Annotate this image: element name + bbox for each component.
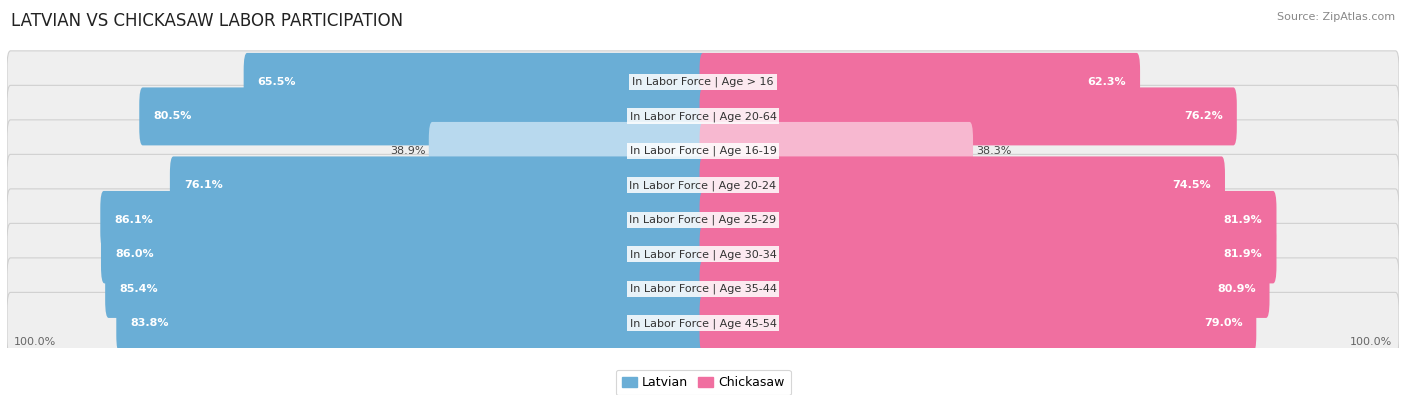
FancyBboxPatch shape xyxy=(7,154,1399,216)
Text: 38.3%: 38.3% xyxy=(977,146,1012,156)
FancyBboxPatch shape xyxy=(170,156,706,214)
Text: In Labor Force | Age 30-34: In Labor Force | Age 30-34 xyxy=(630,249,776,260)
FancyBboxPatch shape xyxy=(700,191,1277,249)
Text: In Labor Force | Age 20-24: In Labor Force | Age 20-24 xyxy=(630,180,776,191)
FancyBboxPatch shape xyxy=(700,294,1257,352)
FancyBboxPatch shape xyxy=(7,292,1399,354)
Text: 74.5%: 74.5% xyxy=(1173,181,1211,190)
FancyBboxPatch shape xyxy=(700,87,1237,145)
Text: 85.4%: 85.4% xyxy=(120,284,157,294)
Text: 83.8%: 83.8% xyxy=(131,318,169,329)
Text: 86.1%: 86.1% xyxy=(114,215,153,225)
Text: 86.0%: 86.0% xyxy=(115,249,153,260)
FancyBboxPatch shape xyxy=(117,294,706,352)
FancyBboxPatch shape xyxy=(101,226,706,284)
FancyBboxPatch shape xyxy=(100,191,706,249)
FancyBboxPatch shape xyxy=(700,156,1225,214)
Text: 80.9%: 80.9% xyxy=(1218,284,1256,294)
Text: 100.0%: 100.0% xyxy=(14,337,56,348)
FancyBboxPatch shape xyxy=(700,226,1277,284)
Text: 81.9%: 81.9% xyxy=(1223,249,1263,260)
Text: 79.0%: 79.0% xyxy=(1204,318,1243,329)
Text: 62.3%: 62.3% xyxy=(1087,77,1126,87)
FancyBboxPatch shape xyxy=(7,258,1399,320)
FancyBboxPatch shape xyxy=(243,53,706,111)
Text: In Labor Force | Age 25-29: In Labor Force | Age 25-29 xyxy=(630,214,776,225)
Text: In Labor Force | Age 16-19: In Labor Force | Age 16-19 xyxy=(630,146,776,156)
FancyBboxPatch shape xyxy=(700,53,1140,111)
Legend: Latvian, Chickasaw: Latvian, Chickasaw xyxy=(616,370,790,395)
FancyBboxPatch shape xyxy=(700,260,1270,318)
Text: In Labor Force | Age 20-64: In Labor Force | Age 20-64 xyxy=(630,111,776,122)
Text: 80.5%: 80.5% xyxy=(153,111,191,121)
FancyBboxPatch shape xyxy=(7,51,1399,113)
Text: In Labor Force | Age > 16: In Labor Force | Age > 16 xyxy=(633,77,773,87)
Text: In Labor Force | Age 45-54: In Labor Force | Age 45-54 xyxy=(630,318,776,329)
Text: In Labor Force | Age 35-44: In Labor Force | Age 35-44 xyxy=(630,284,776,294)
FancyBboxPatch shape xyxy=(7,189,1399,251)
FancyBboxPatch shape xyxy=(700,122,973,180)
Text: LATVIAN VS CHICKASAW LABOR PARTICIPATION: LATVIAN VS CHICKASAW LABOR PARTICIPATION xyxy=(11,12,404,30)
FancyBboxPatch shape xyxy=(7,224,1399,286)
Text: 76.1%: 76.1% xyxy=(184,181,222,190)
Text: 100.0%: 100.0% xyxy=(1350,337,1392,348)
FancyBboxPatch shape xyxy=(139,87,706,145)
Text: 65.5%: 65.5% xyxy=(257,77,297,87)
Text: 76.2%: 76.2% xyxy=(1184,111,1223,121)
FancyBboxPatch shape xyxy=(7,120,1399,182)
FancyBboxPatch shape xyxy=(429,122,706,180)
FancyBboxPatch shape xyxy=(105,260,706,318)
Text: Source: ZipAtlas.com: Source: ZipAtlas.com xyxy=(1277,12,1395,22)
Text: 38.9%: 38.9% xyxy=(389,146,425,156)
FancyBboxPatch shape xyxy=(7,85,1399,147)
Text: 81.9%: 81.9% xyxy=(1223,215,1263,225)
